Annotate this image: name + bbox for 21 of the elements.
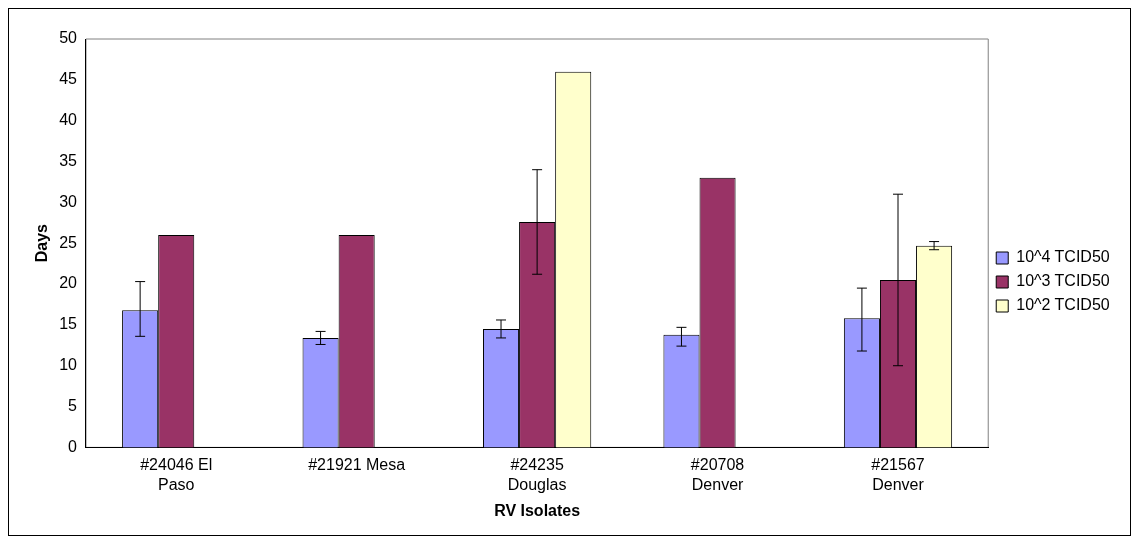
x-tick-label: #24046 El Paso: [140, 456, 213, 493]
y-tick-label: 10: [59, 356, 78, 374]
x-tick-label: #24235 Douglas: [507, 456, 567, 493]
y-tick-label: 40: [59, 111, 78, 129]
y-tick-label: 30: [59, 192, 78, 210]
legend-label: 10^3 TCID50: [1016, 272, 1110, 290]
y-tick-label: 20: [59, 274, 78, 292]
y-tick-label: 35: [59, 151, 78, 169]
x-tick-label: #20708 Denver: [690, 456, 745, 493]
y-tick-label: 0: [68, 437, 78, 455]
y-tick-label: 5: [68, 396, 78, 414]
y-tick-label: 50: [59, 29, 78, 47]
y-tick-label: 15: [59, 315, 78, 333]
x-tick-label: #21567 Denver: [871, 456, 925, 493]
y-axis-title: Days: [33, 223, 51, 263]
legend-label: 10^2 TCID50: [1016, 296, 1110, 314]
x-tick-label: #21921 Mesa: [308, 456, 406, 474]
x-axis-title: RV Isolates: [494, 501, 581, 519]
y-tick-label: 25: [59, 233, 78, 251]
y-tick-label: 45: [59, 70, 78, 88]
legend-label: 10^4 TCID50: [1016, 248, 1110, 266]
